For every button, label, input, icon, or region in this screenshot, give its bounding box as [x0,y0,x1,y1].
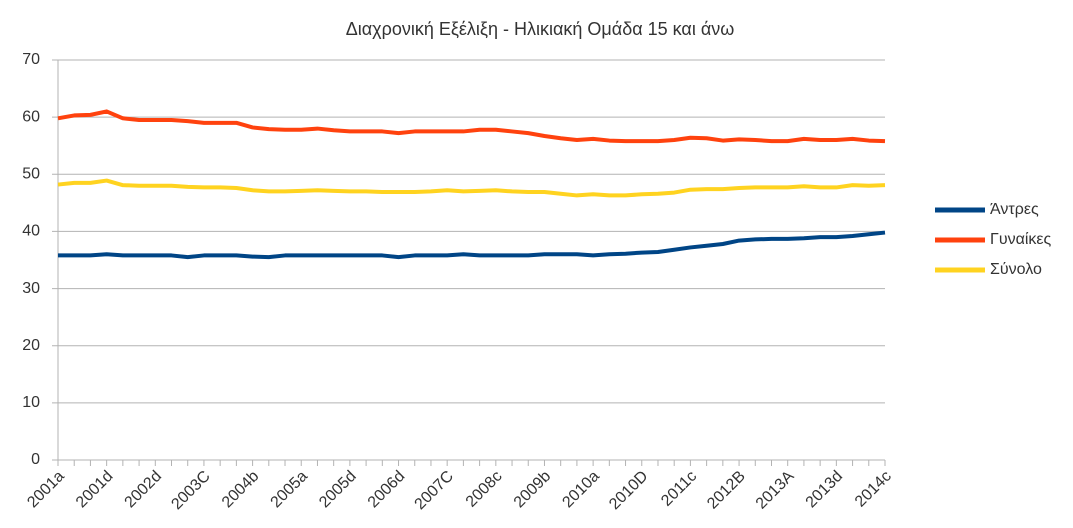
x-tick-label: 2004b [219,468,263,512]
series-line [57,109,886,144]
x-tick-label: 2008c [463,468,506,511]
series-line [57,178,886,198]
x-tick-label: 2002d [122,468,165,511]
y-tick-label: 40 [22,223,40,240]
x-tick-label: 2010a [559,468,603,512]
y-tick-label: 70 [22,51,40,68]
chart-title: Διαχρονική Εξέλιξη - Ηλικιακή Ομάδα 15 κ… [346,19,735,39]
legend-label: Σύνολο [990,261,1042,278]
x-tick-label: 2013A [753,468,798,513]
x-tick-label: 2007C [412,468,457,513]
x-tick-label: 2005a [268,468,312,512]
x-tick-label: 2011c [658,468,700,510]
legend-label: Γυναίκες [990,231,1052,248]
x-tick-label: 2012B [704,468,749,513]
x-tick-label: 2010D [606,468,651,513]
x-tick-label: 2001d [73,468,116,511]
x-tick-label: 2013d [803,468,846,511]
x-tick-label: 2006d [365,468,408,511]
y-tick-label: 20 [22,337,40,354]
legend-label: Άντρες [990,201,1039,218]
x-tick-label: 2003C [168,468,213,513]
y-tick-label: 10 [22,394,40,411]
x-tick-label: 2001a [24,468,68,512]
x-tick-label: 2009b [511,468,555,512]
x-tick-label: 2014c [852,468,895,511]
x-tick-label: 2005d [316,468,359,511]
y-tick-label: 50 [22,166,40,183]
y-tick-label: 60 [22,108,40,125]
y-tick-label: 0 [31,451,40,468]
series-line [58,230,886,260]
y-tick-label: 30 [22,280,40,297]
